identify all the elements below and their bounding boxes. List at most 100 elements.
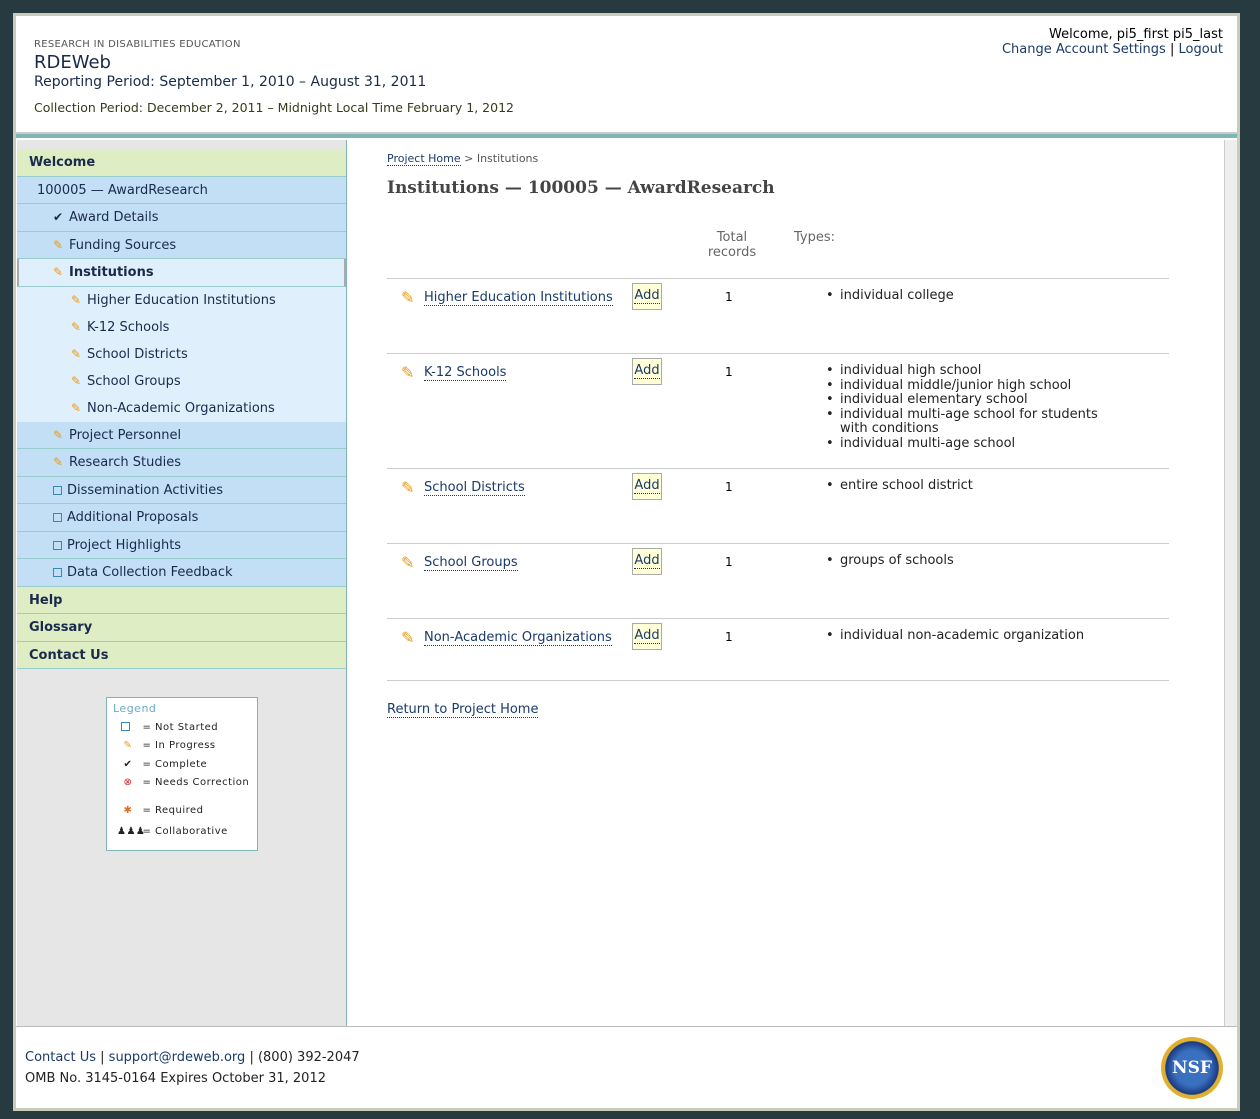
pencil-icon: ✎: [53, 237, 64, 252]
legend-title: Legend: [113, 702, 157, 715]
footer: Contact Us | support@rdeweb.org | (800) …: [16, 1026, 1237, 1108]
page-title: Institutions — 100005 — AwardResearch: [387, 178, 775, 198]
add-button[interactable]: Add: [632, 623, 662, 650]
add-button[interactable]: Add: [632, 473, 662, 500]
add-button[interactable]: Add: [632, 358, 662, 385]
type-item: individual high school: [826, 363, 1126, 379]
nav-item[interactable]: ✎ K-12 Schools: [17, 313, 346, 341]
breadcrumb-project-home[interactable]: Project Home: [387, 152, 461, 166]
not-started-icon: [53, 540, 62, 550]
legend-label: Not Started: [155, 721, 219, 733]
add-button[interactable]: Add: [632, 548, 662, 575]
institution-row: ✎ K-12 Schools Add 1 individual high sch…: [387, 353, 1169, 468]
nav-item[interactable]: ✎ Higher Education Institutions: [17, 286, 346, 314]
add-label: Add: [634, 363, 660, 379]
footer-phone: (800) 392-2047: [257, 1050, 360, 1065]
nav-contact[interactable]: Contact Us: [17, 641, 346, 669]
add-button[interactable]: Add: [632, 283, 662, 310]
breadcrumb-separator: >: [464, 152, 474, 165]
header: RESEARCH IN DISABILITIES EDUCATION RDEWe…: [16, 16, 1237, 134]
nav-item-label: Funding Sources: [69, 237, 177, 253]
nav-item-label: Project Highlights: [67, 537, 182, 553]
equals-sign: =: [142, 721, 152, 733]
pencil-icon: ✎: [401, 288, 415, 307]
equals-sign: =: [142, 740, 152, 752]
type-item: entire school district: [826, 478, 1126, 494]
pencil-icon: ✎: [71, 346, 82, 361]
table-bottom-divider: [387, 680, 1169, 681]
nav-item-label: Higher Education Institutions: [87, 292, 276, 308]
institution-link[interactable]: School Districts: [424, 480, 525, 496]
separator: |: [1169, 42, 1175, 57]
record-count: 1: [725, 365, 733, 379]
app-title: RDEWeb: [34, 52, 111, 73]
nav-item[interactable]: ✎ Project Personnel: [17, 421, 346, 449]
nav-help[interactable]: Help: [17, 586, 346, 614]
pencil-icon: ✎: [401, 628, 415, 647]
institution-link[interactable]: School Groups: [424, 555, 518, 571]
nav-item[interactable]: Project Highlights: [17, 531, 346, 559]
nav-award[interactable]: 100005 — AwardResearch: [17, 176, 346, 204]
nav-glossary[interactable]: Glossary: [17, 614, 346, 642]
not-started-icon: [53, 568, 62, 577]
types-list: entire school district: [826, 478, 1126, 494]
nav-welcome[interactable]: Welcome: [17, 149, 346, 177]
nav-item[interactable]: ✔ Award Details: [17, 204, 346, 232]
pencil-icon: ✎: [71, 400, 82, 415]
add-label: Add: [634, 478, 660, 494]
pencil-icon: ✎: [401, 553, 415, 572]
account-settings-link[interactable]: Change Account Settings: [1001, 42, 1166, 57]
omb-text: OMB No. 3145-0164 Expires October 31, 20…: [25, 1071, 326, 1086]
logout-link[interactable]: Logout: [1178, 42, 1223, 57]
nav-item[interactable]: Data Collection Feedback: [17, 559, 346, 587]
nav-item[interactable]: ✎ Research Studies: [17, 449, 346, 477]
separator: |: [249, 1050, 254, 1065]
header-divider: [16, 134, 1237, 138]
institution-row: ✎ School Groups Add 1 groups of schools: [387, 543, 1169, 618]
nav-item-label: Project Personnel: [69, 427, 182, 443]
not-started-icon: [53, 485, 62, 495]
nav-item-label: Institutions: [69, 265, 154, 280]
footer-email-link[interactable]: support@rdeweb.org: [108, 1050, 246, 1065]
legend-label: In Progress: [155, 740, 216, 752]
legend-label: Collaborative: [155, 826, 228, 838]
page-frame: RESEARCH IN DISABILITIES EDUCATION RDEWe…: [13, 13, 1240, 1111]
institution-row: ✎ School Districts Add 1 entire school d…: [387, 468, 1169, 543]
pencil-icon: ✎: [71, 373, 82, 388]
nav-item-label: Additional Proposals: [67, 510, 199, 525]
footer-contact-link[interactable]: Contact Us: [25, 1050, 96, 1065]
institution-link[interactable]: Non-Academic Organizations: [424, 630, 612, 646]
legend: Legend = Not Started ✎ = In Progress ✔ = Comp…: [106, 697, 258, 851]
return-project-home-link[interactable]: Return to Project Home: [387, 702, 539, 718]
types-header: Types:: [794, 230, 836, 245]
collection-period: Collection Period: December 2, 2011 – Mi…: [34, 100, 514, 115]
type-item: individual college: [826, 288, 1126, 304]
type-item: individual elementary school: [826, 392, 1126, 408]
nav-item[interactable]: ✎ Institutions: [17, 259, 346, 287]
institution-link[interactable]: Higher Education Institutions: [424, 290, 613, 306]
checkmark-icon: ✔: [123, 758, 133, 770]
not-started-icon: [53, 513, 62, 522]
add-label: Add: [634, 288, 660, 304]
nav-item-label: K-12 Schools: [87, 319, 170, 335]
scrollbar[interactable]: [1224, 140, 1237, 1026]
nav-item[interactable]: ✎ School Districts: [17, 340, 346, 368]
type-item: individual middle/junior high school: [826, 378, 1126, 394]
nav-item[interactable]: ✎ School Groups: [17, 367, 346, 395]
nav-item-label: School Districts: [87, 346, 188, 362]
type-item: individual multi-age school for students…: [826, 407, 1126, 437]
separator: |: [100, 1050, 105, 1065]
checkmark-icon: ✔: [53, 210, 64, 224]
nav-item[interactable]: ✎ Funding Sources: [17, 231, 346, 259]
welcome-text: Welcome, pi5_first pi5_last: [1049, 27, 1223, 42]
types-list: groups of schools: [826, 553, 1126, 569]
pencil-icon: ✎: [71, 319, 82, 334]
equals-sign: =: [142, 777, 152, 789]
nav-item-label: Award Details: [69, 210, 159, 225]
type-item: individual non-academic organization: [826, 628, 1126, 644]
pencil-icon: ✎: [401, 363, 415, 382]
institution-link[interactable]: K-12 Schools: [424, 365, 507, 381]
nav-item[interactable]: ✎ Non-Academic Organizations: [17, 394, 346, 422]
nav-item[interactable]: Additional Proposals: [17, 504, 346, 532]
nav-item[interactable]: Dissemination Activities: [17, 476, 346, 504]
